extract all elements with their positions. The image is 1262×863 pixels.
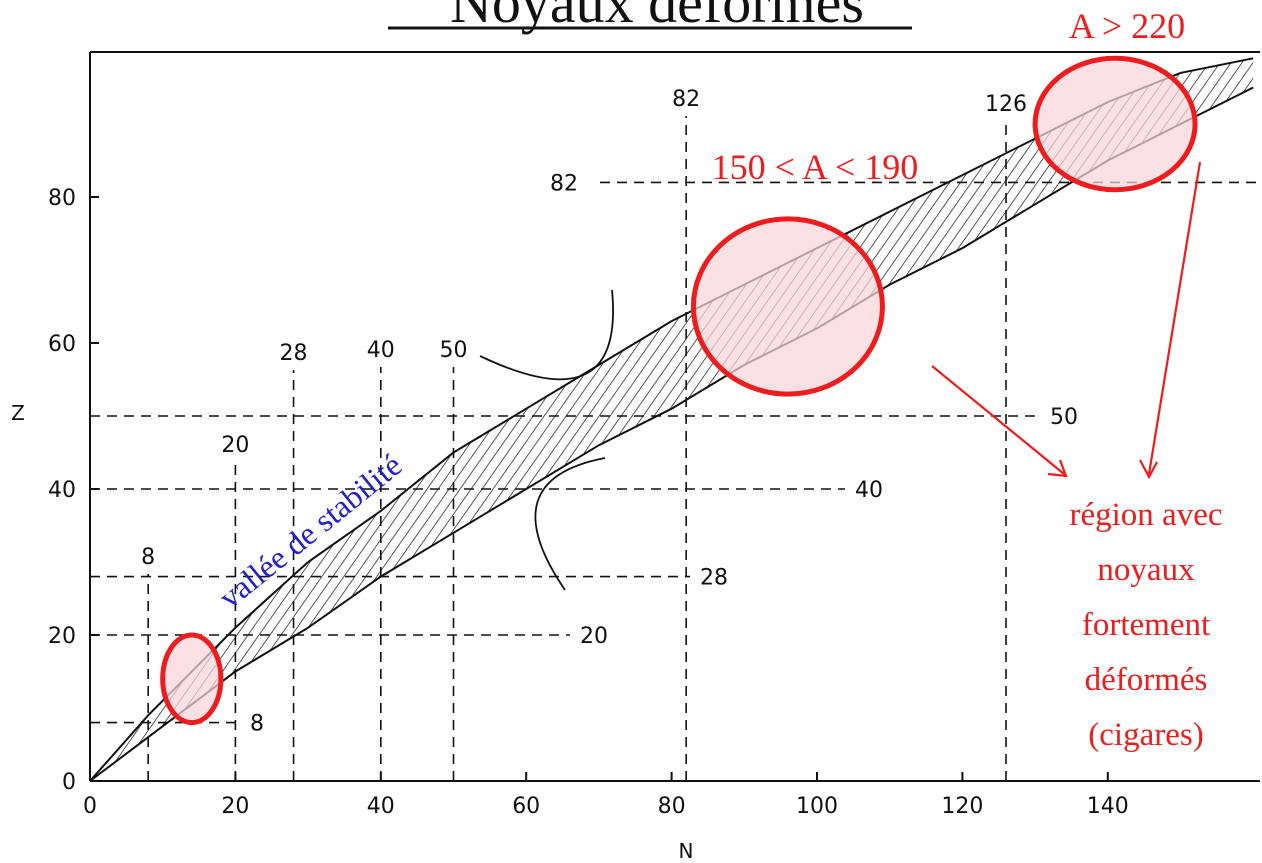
shell-arcs [479,289,614,591]
region-label-heavy: A > 220 [1069,6,1185,46]
annotation-line: (cigares) [1088,717,1203,753]
y-tick-label: 0 [62,770,76,795]
magic-n-label: 126 [985,92,1027,117]
deformed-region-0 [160,632,224,726]
shell-arc-upper [479,289,614,381]
x-tick-label: 120 [941,794,983,819]
y-tick-label: 20 [48,624,76,649]
annotation-block: région avec noyaux fortement déformés (c… [1070,497,1223,753]
y-axis-label: Z [11,401,25,425]
x-tick-label: 80 [658,794,686,819]
magic-z-label: 82 [550,171,578,196]
annotation-line: fortement [1082,607,1210,643]
deformed-region-2 [1032,55,1198,193]
x-tick-label: 0 [83,794,97,819]
magic-z-label: 8 [250,712,264,737]
magic-n-label: 40 [367,338,395,363]
magic-z-label: 50 [1050,405,1078,430]
annotation-line: région avec [1070,497,1223,533]
x-tick-label: 40 [367,794,395,819]
arrow-heavy-head [1139,459,1158,480]
arrow-mid-head [1047,459,1068,478]
y-tick-label: 80 [48,186,76,211]
x-tick-label: 140 [1087,794,1129,819]
band-fill [90,58,1254,782]
annotation-line: noyaux [1097,552,1195,588]
chart-title: Noyaux déformés [450,0,864,35]
y-tick-label: 40 [48,478,76,503]
deformed-regions [160,55,1198,726]
x-tick-label: 20 [221,794,249,819]
band-lower-edge [90,86,1254,782]
magic-z-label: 40 [855,478,883,503]
magic-n-label: 82 [672,87,700,112]
magic-z-label: 28 [700,566,728,591]
arrow-mid [931,365,1065,475]
annotation-arrows [931,161,1202,480]
magic-z-label: 20 [580,624,608,649]
magic-n-label: 20 [221,433,249,458]
magic-n-label: 50 [440,338,468,363]
shell-arc-lower [534,457,606,591]
arrow-heavy [1147,161,1202,475]
deformed-region-1 [690,216,885,397]
region-label-mid: 150 < A < 190 [712,147,919,187]
x-axis-label: N [679,839,694,863]
magic-number-lines: 8 20 28 40 50 82 126 8 20 28 40 50 82 [90,87,1260,781]
x-tick-label: 60 [512,794,540,819]
axis-ticks: 0 20 40 60 80 100 120 140 0 20 40 60 80 [48,186,1129,819]
x-tick-label: 100 [796,794,838,819]
y-tick-label: 60 [48,332,76,357]
magic-n-label: 8 [141,545,155,570]
magic-n-label: 28 [280,341,308,366]
annotation-line: déformés [1085,662,1208,698]
